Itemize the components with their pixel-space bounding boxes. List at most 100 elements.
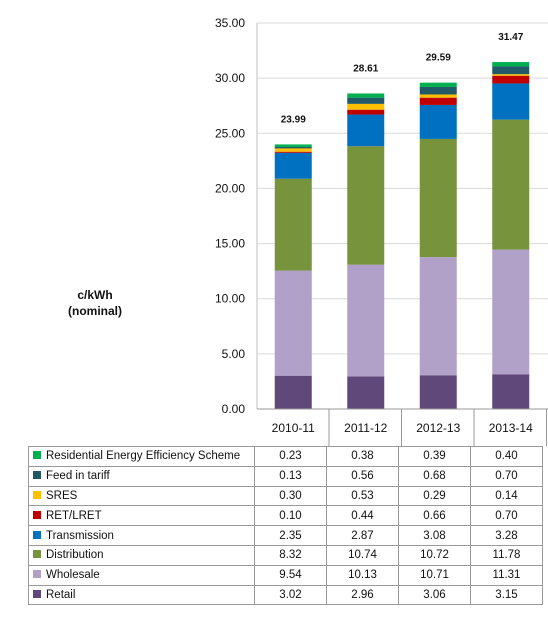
series-name: RET/LRET — [46, 509, 102, 522]
total-label: 29.59 — [426, 53, 451, 64]
legend-swatch — [33, 530, 41, 539]
y-tick-label: 0.00 — [222, 402, 246, 416]
total-label: 31.47 — [498, 32, 523, 43]
table-cell: 0.39 — [398, 446, 471, 467]
table-cell: 0.53 — [326, 485, 399, 507]
bar-segment — [274, 270, 312, 376]
bar-segment — [347, 264, 385, 377]
table-cell: 10.72 — [398, 544, 471, 566]
table-cell: 3.08 — [398, 525, 471, 546]
bar-segment — [419, 138, 457, 258]
bar-segment — [492, 74, 530, 76]
table-cell: 0.14 — [470, 485, 543, 507]
series-name: Transmission — [46, 529, 114, 542]
table-cell: 11.78 — [470, 544, 543, 566]
legend-swatch — [33, 589, 41, 598]
bar-segment — [492, 374, 530, 409]
bar-segment — [347, 146, 385, 265]
series-name: Retail — [46, 588, 76, 601]
legend-entry: SRES — [28, 485, 255, 507]
table-row: Distribution 8.32 10.74 10.72 11.78 — [28, 544, 543, 566]
table-row: Feed in tariff 0.13 0.56 0.68 0.70 — [28, 465, 543, 487]
x-tick-label: 2012-13 — [416, 421, 460, 435]
table-cell: 0.44 — [326, 505, 399, 527]
series-name: Distribution — [46, 549, 104, 562]
x-tick-label: 2011-12 — [344, 421, 387, 435]
table-cell: 0.70 — [470, 465, 543, 487]
table-cell: 2.87 — [326, 525, 399, 546]
table-row: RET/LRET 0.10 0.44 0.66 0.70 — [28, 505, 543, 527]
y-tick-label: 30.00 — [215, 71, 245, 85]
total-label: 28.61 — [353, 63, 378, 74]
bar-segment — [419, 82, 457, 87]
series-name: Residential Energy Efficiency Scheme — [46, 450, 241, 463]
bar-segment — [347, 97, 385, 104]
bar-segment — [274, 144, 312, 147]
legend-swatch — [33, 550, 41, 559]
total-label: 23.99 — [281, 114, 306, 125]
table-cell: 10.71 — [398, 564, 471, 586]
stacked-bar-chart: 0.00 5.00 10.00 15.00 20.00 25.00 30.00 35.00 23… — [215, 16, 548, 446]
series-name: Wholesale — [46, 569, 100, 582]
table-cell: 2.96 — [326, 584, 399, 606]
bar-segment — [347, 376, 385, 409]
table-cell: 2.35 — [254, 525, 327, 546]
y-axis-label-line: c/kWh — [77, 288, 113, 302]
y-tick-label: 25.00 — [215, 126, 245, 140]
x-tick-label: 2013-14 — [489, 421, 533, 435]
y-axis-label-line: (nominal) — [68, 304, 122, 318]
legend-entry: Residential Energy Efficiency Scheme — [28, 446, 255, 467]
legend-entry: RET/LRET — [28, 505, 255, 527]
y-axis-label: c/kWh (nominal) — [40, 287, 150, 319]
table-cell: 0.56 — [326, 465, 399, 487]
bar-segment — [419, 86, 457, 95]
bar-segment — [274, 152, 312, 179]
data-table: Residential Energy Efficiency Scheme 0.23… — [28, 446, 543, 606]
bar-segment — [492, 75, 530, 84]
bar-segment — [492, 119, 530, 250]
table-cell: 0.29 — [398, 485, 471, 507]
table-cell: 9.54 — [254, 564, 327, 586]
legend-entry: Distribution — [28, 544, 255, 566]
bar-segment — [274, 375, 312, 409]
bar-segment — [419, 257, 457, 376]
legend-entry: Retail — [28, 584, 255, 606]
bar-segment — [274, 148, 312, 152]
table-cell: 3.06 — [398, 584, 471, 606]
table-cell: 0.38 — [326, 446, 399, 467]
legend-swatch — [33, 570, 41, 579]
legend-entry: Feed in tariff — [28, 465, 255, 487]
legend-entry: Transmission — [28, 525, 255, 546]
bar-segment — [492, 83, 530, 120]
table-cell: 8.32 — [254, 544, 327, 566]
table-cell: 0.23 — [254, 446, 327, 467]
y-tick-label: 5.00 — [222, 347, 246, 361]
table-cell: 10.74 — [326, 544, 399, 566]
bar-segment — [419, 375, 457, 409]
table-row: Transmission 2.35 2.87 3.08 3.28 — [28, 525, 543, 546]
table-cell: 0.30 — [254, 485, 327, 507]
bar-segment — [347, 114, 385, 147]
table-row: SRES 0.30 0.53 0.29 0.14 — [28, 485, 543, 507]
table-cell: 0.13 — [254, 465, 327, 487]
bar-segment — [274, 151, 312, 153]
y-tick-label: 35.00 — [215, 16, 245, 30]
bar-segment — [492, 249, 530, 375]
table-row: Residential Energy Efficiency Scheme 0.23… — [28, 446, 543, 467]
y-tick-label: 10.00 — [215, 292, 245, 306]
legend-swatch — [33, 471, 41, 480]
bar-segment — [347, 109, 385, 115]
bar-segment — [419, 104, 457, 139]
bar-segment — [419, 94, 457, 98]
table-cell: 0.68 — [398, 465, 471, 487]
bar-segment — [347, 93, 385, 98]
bar-segment — [347, 103, 385, 110]
legend-entry: Wholesale — [28, 564, 255, 586]
y-tick-label: 15.00 — [215, 237, 245, 251]
table-cell: 3.02 — [254, 584, 327, 606]
legend-swatch — [33, 490, 41, 499]
table-cell: 0.66 — [398, 505, 471, 527]
bar-segment — [419, 97, 457, 105]
x-tick-label: 2010-11 — [272, 421, 315, 435]
series-name: Feed in tariff — [46, 470, 110, 483]
